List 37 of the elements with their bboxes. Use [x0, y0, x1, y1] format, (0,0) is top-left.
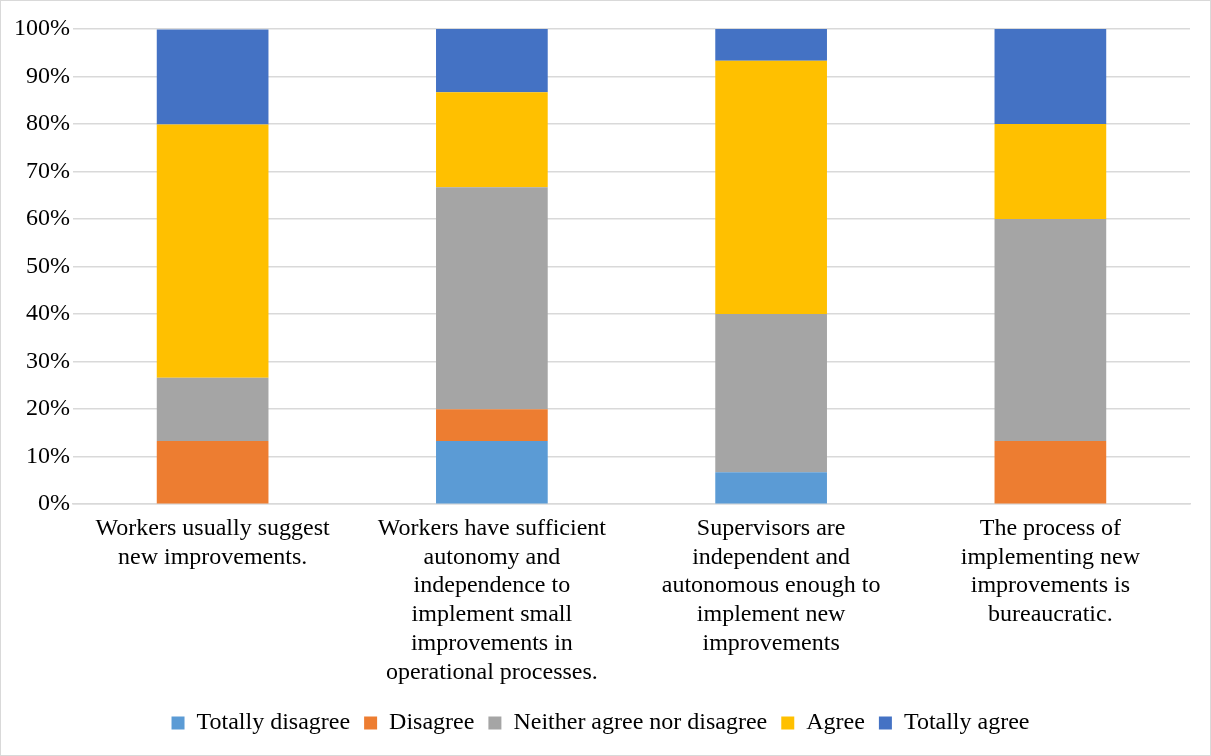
bar [436, 92, 548, 188]
bar [715, 60, 827, 315]
y-tick-label: 50% [25, 251, 70, 278]
x-tick-label: The process of implementing new improvements is bureaucratic. [960, 513, 1141, 627]
bar [994, 124, 1107, 220]
y-tick-label: 60% [25, 204, 70, 231]
y-tick-label: 40% [25, 299, 70, 326]
bar [994, 441, 1107, 504]
bar [715, 314, 827, 473]
legend-label: Disagree [389, 708, 475, 735]
y-tick-label: 100% [13, 14, 70, 41]
bar [156, 29, 269, 125]
y-tick-label: 90% [25, 61, 70, 88]
bar [156, 124, 269, 378]
legend-label: Totally disagree [196, 708, 351, 735]
bar [715, 472, 827, 504]
y-tick-label: 80% [25, 109, 70, 136]
y-tick-label: 70% [25, 156, 70, 183]
legend-label: Totally agree [903, 708, 1030, 735]
bar [436, 187, 548, 410]
x-tick-label: Workers usually suggest new improvements. [95, 513, 330, 569]
bar [436, 409, 548, 441]
bar [994, 219, 1107, 441]
y-tick-label: 0% [37, 489, 70, 516]
bar [436, 441, 548, 504]
y-tick-label: 30% [25, 346, 70, 373]
bar [156, 441, 269, 504]
bar [156, 377, 269, 441]
y-tick-label: 20% [25, 394, 70, 421]
legend-label: Agree [806, 708, 865, 735]
x-tick-label: Workers have sufficient autonomy and independence to implement small improvements in operational processes. [377, 513, 607, 684]
bar [436, 29, 548, 93]
bar [715, 29, 827, 61]
bar [994, 29, 1107, 125]
legend-label: Neither agree nor disagree [513, 708, 768, 735]
x-tick-label: Supervisors are independent and autonomous enough to implement new improvements [661, 513, 881, 656]
y-tick-label: 10% [25, 441, 70, 468]
